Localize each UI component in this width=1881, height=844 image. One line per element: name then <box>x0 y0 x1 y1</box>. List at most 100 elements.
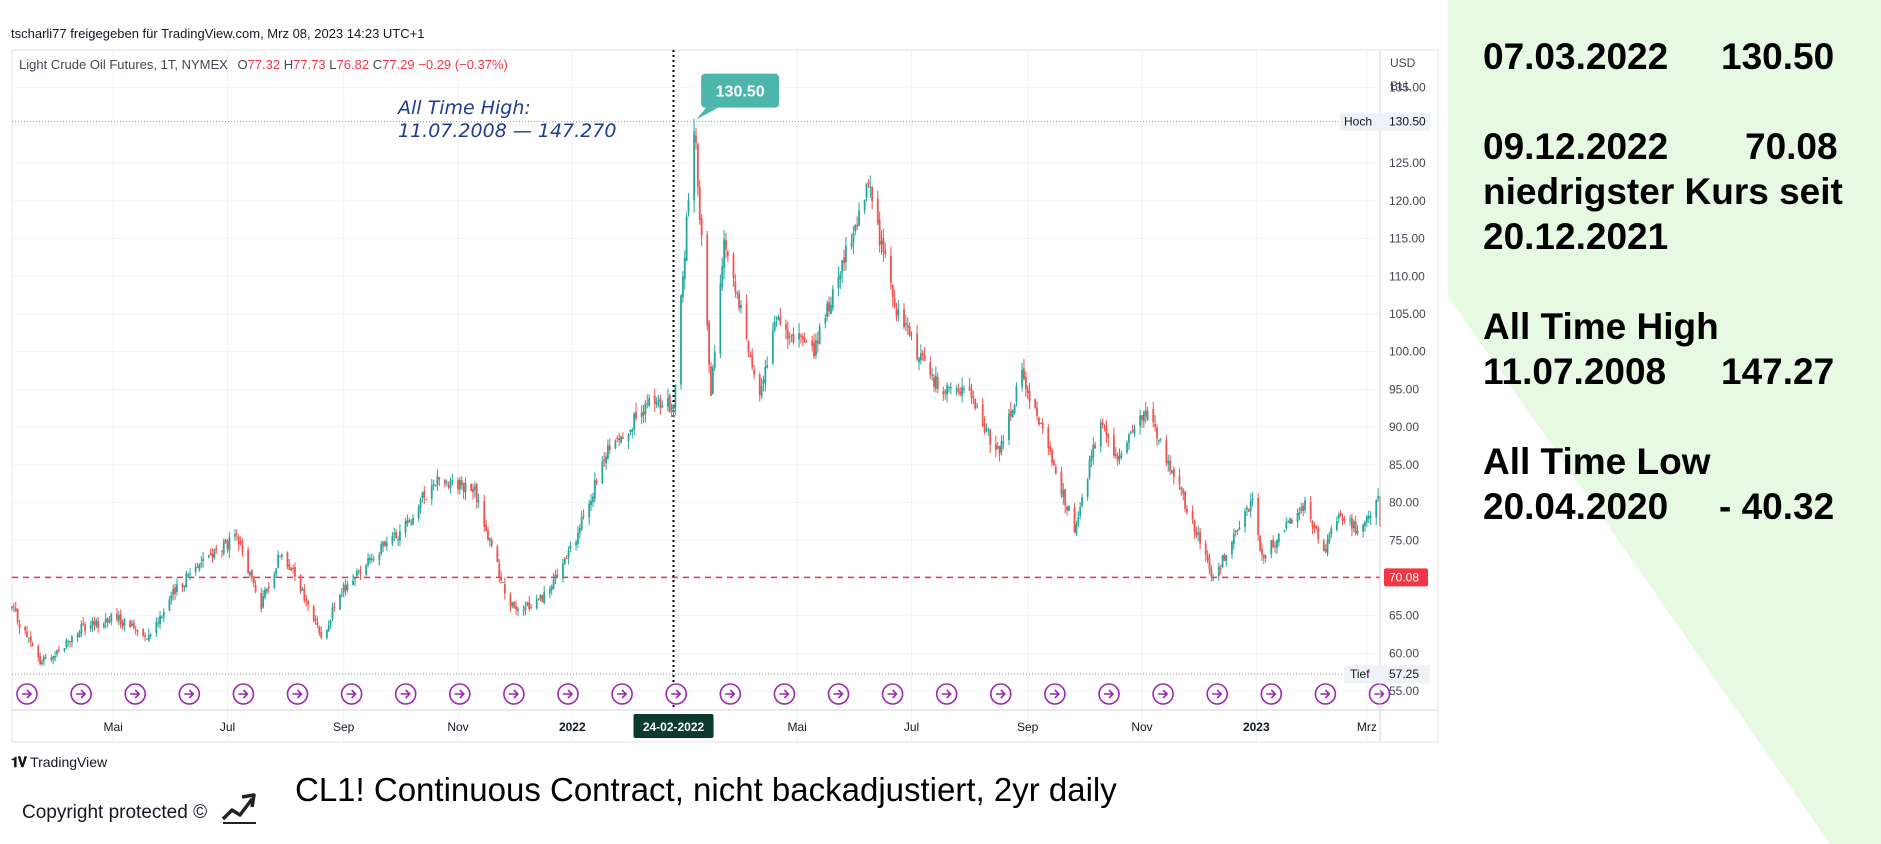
event-marker <box>448 683 471 705</box>
share-line: tscharli77 freigegeben für TradingView.c… <box>11 26 425 41</box>
candle-body <box>279 556 281 558</box>
candle-body <box>800 335 802 337</box>
candle-body <box>1021 369 1023 387</box>
candle-body <box>104 618 107 623</box>
candle-body <box>54 656 57 658</box>
candle-body <box>595 480 598 484</box>
candle-body <box>457 479 459 490</box>
candle-body <box>421 493 424 499</box>
candle-body <box>963 388 965 390</box>
candle-body <box>949 387 952 389</box>
candle-body <box>1300 507 1303 512</box>
candle-body <box>515 606 517 610</box>
candle-body <box>470 483 473 491</box>
candle-body <box>1238 527 1241 530</box>
candle-body <box>751 355 754 368</box>
candle-body <box>162 612 165 617</box>
info-low-date: 09.12.2022 <box>1483 126 1669 167</box>
candle-body <box>863 199 866 211</box>
candle-body <box>1024 376 1027 389</box>
candle-body <box>706 235 709 326</box>
candle-body <box>31 643 34 646</box>
candle-body <box>1184 491 1187 510</box>
price-tick-label: 60.00 <box>1389 646 1419 660</box>
candle-body <box>933 377 935 387</box>
price-tick-label: 75.00 <box>1389 533 1419 547</box>
candle-body <box>1146 411 1149 420</box>
time-axis[interactable]: Mai Jul Sep Nov 2022 Mai Jul Sep Nov 2023 Mrz 24-02… <box>12 709 1438 738</box>
candle-body <box>923 354 926 362</box>
candle-body <box>749 354 752 358</box>
candle-body <box>1369 515 1372 518</box>
candle-body <box>762 379 765 385</box>
tradingview-logo[interactable]: 𝟏𝐕 TradingView <box>11 754 107 771</box>
info-ath-title: All Time High <box>1483 306 1719 347</box>
candle-body <box>710 366 712 396</box>
event-arrow <box>400 689 411 699</box>
candle-body <box>472 488 474 493</box>
candle-body <box>766 365 769 368</box>
low-tag: Tief <box>1350 667 1370 681</box>
candle-body <box>425 499 428 501</box>
candle-body <box>249 571 251 576</box>
price-axis[interactable]: USDBLL55.0060.0065.0070.0075.0080.0085.0… <box>1340 50 1430 742</box>
candle-body <box>882 238 885 253</box>
candle-body <box>1276 540 1278 548</box>
candle-body <box>633 413 636 430</box>
candle-body <box>82 623 85 625</box>
candle-body <box>1068 505 1070 511</box>
candle-body <box>200 562 203 565</box>
candle-body <box>668 395 671 413</box>
event-arrow <box>617 689 628 699</box>
candle-body <box>685 216 688 261</box>
candle-body <box>344 585 347 591</box>
high-tag-bg <box>1340 112 1430 131</box>
candle-body <box>91 620 94 627</box>
candle-body <box>657 400 660 402</box>
candle-body <box>785 324 787 330</box>
crosshair-date-label: 24-02-2022 <box>643 720 705 734</box>
candle-body <box>76 634 79 638</box>
candle-body <box>934 375 937 389</box>
info-low-value: 70.08 <box>1745 126 1838 167</box>
candle-body <box>1262 554 1265 559</box>
candle-body <box>438 477 441 480</box>
candle-body <box>696 144 699 188</box>
candle-body <box>436 475 439 486</box>
time-tick-label: Nov <box>447 720 468 734</box>
candle-body <box>211 553 214 558</box>
candle-body <box>826 303 829 318</box>
event-arrow <box>725 689 736 699</box>
candle-body <box>876 198 879 224</box>
open-value: 77.32 <box>247 57 281 72</box>
candle-body <box>123 619 126 626</box>
green-panel-shape <box>1283 0 1881 844</box>
candle-body <box>1180 486 1183 490</box>
candle-body <box>745 303 748 339</box>
candle-body <box>1274 545 1276 547</box>
time-tick-label: Sep <box>1017 720 1039 734</box>
candle-body <box>972 396 975 399</box>
candle-body <box>852 233 855 244</box>
candle-body <box>916 333 919 360</box>
candle-body <box>11 607 13 609</box>
candle-body <box>235 533 238 535</box>
candle-body <box>592 496 594 503</box>
info-low-row: 09.12.2022 70.08 <box>1483 124 1843 169</box>
candle-body <box>605 456 607 464</box>
candle-body <box>159 615 161 625</box>
candle-body <box>1337 514 1340 519</box>
candle-body <box>1375 500 1378 518</box>
candle-body <box>524 606 527 611</box>
candle-body <box>1077 517 1080 524</box>
candle-body <box>290 568 293 571</box>
candle-body <box>239 541 242 545</box>
event-marker <box>16 683 38 705</box>
candle-body <box>1049 445 1052 452</box>
event-marker <box>773 683 796 705</box>
info-ath-date: 11.07.2008 <box>1483 351 1667 392</box>
candle-body <box>1326 539 1329 554</box>
candle-body <box>503 584 506 594</box>
candle-body <box>687 199 690 213</box>
